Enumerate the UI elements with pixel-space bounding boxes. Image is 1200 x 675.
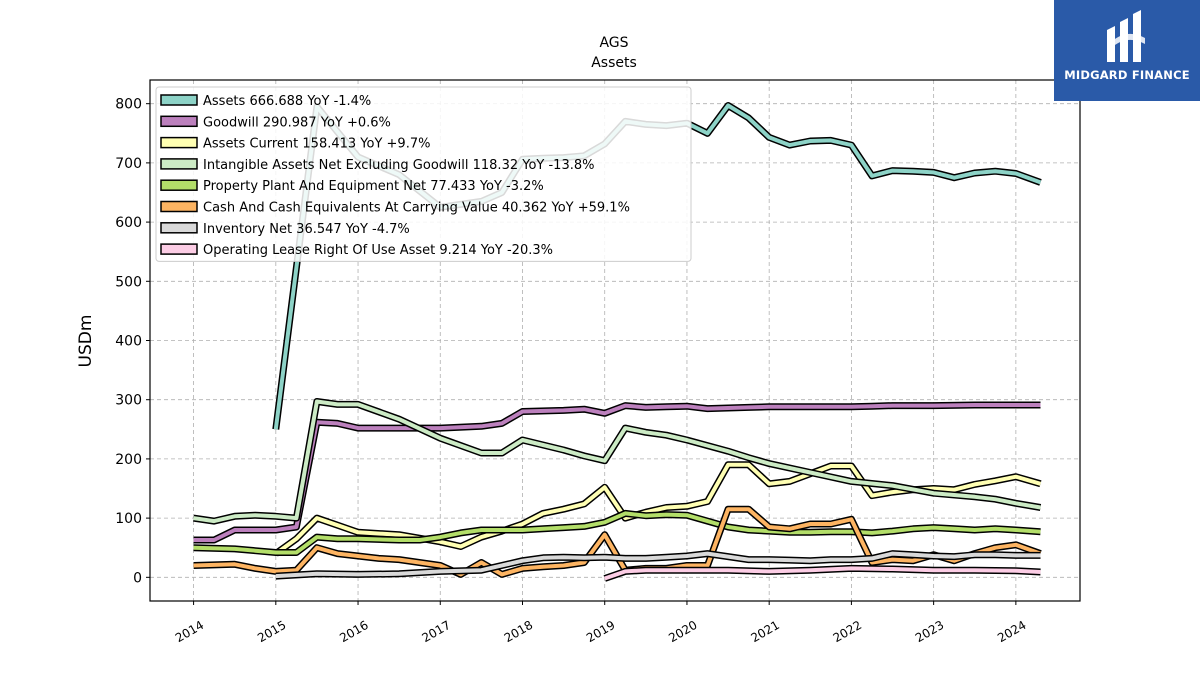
legend: Assets 666.688 YoY -1.4% Goodwill 290.987…	[155, 86, 692, 262]
y-axis-label: USDm	[76, 315, 96, 368]
y-tick-label: 800	[115, 97, 142, 113]
y-tick-label: 700	[115, 156, 142, 172]
legend-label: Operating Lease Right Of Use Asset 9.214…	[203, 243, 553, 258]
y-tick-label: 300	[115, 393, 142, 409]
x-tick-label: 2023	[913, 618, 946, 645]
legend-swatch	[160, 94, 198, 106]
y-tick-label: 500	[115, 274, 142, 290]
x-tick-label: 2022	[831, 618, 864, 645]
x-tick-label: 2014	[173, 618, 206, 645]
series-line	[275, 550, 1041, 580]
legend-label: Intangible Assets Net Excluding Goodwill…	[203, 158, 594, 173]
series-line	[603, 564, 1041, 582]
x-tick-label: 2019	[584, 618, 617, 645]
x-tick-label: 2021	[748, 618, 781, 645]
y-tick-label: 0	[133, 570, 142, 586]
series-lines	[193, 102, 1042, 582]
y-tick-label: 100	[115, 511, 142, 527]
x-tick-label: 2017	[420, 618, 453, 645]
brand-logo: MIDGARD FINANCE	[1054, 0, 1200, 101]
legend-label: Assets 666.688 YoY -1.4%	[203, 94, 371, 109]
legend-label: Goodwill 290.987 YoY +0.6%	[203, 115, 391, 130]
legend-swatch	[160, 200, 198, 213]
y-tick-label: 600	[115, 215, 142, 231]
chart-title: AGS	[599, 35, 628, 51]
legend-swatch	[160, 115, 198, 128]
x-tick-label: 2016	[337, 618, 370, 645]
x-tick-label: 2020	[666, 618, 699, 645]
legend-swatch	[160, 136, 198, 149]
legend-box	[155, 86, 692, 262]
y-tick-label: 200	[115, 452, 142, 468]
y-tick-label: 400	[115, 334, 142, 350]
legend-label: Cash And Cash Equivalents At Carrying Va…	[203, 201, 630, 216]
chart-subtitle: Assets	[591, 55, 637, 71]
legend-swatch	[160, 179, 198, 191]
series-line-stroke	[275, 551, 1041, 579]
logo-mark-icon	[1107, 10, 1145, 62]
series-line-stroke	[604, 566, 1041, 581]
legend-label: Assets Current 158.413 YoY +9.7%	[203, 137, 430, 152]
legend-label: Inventory Net 36.547 YoY -4.7%	[203, 222, 410, 237]
legend-swatch	[160, 243, 198, 255]
x-tick-label: 2018	[502, 618, 535, 645]
legend-swatch	[160, 222, 198, 234]
series-line-stroke	[193, 511, 1041, 555]
series-line-stroke	[193, 399, 1041, 524]
series-line	[193, 398, 1042, 525]
x-tick-label: 2024	[995, 618, 1028, 645]
legend-label: Property Plant And Equipment Net 77.433 …	[203, 179, 544, 194]
x-tick-label: 2015	[255, 618, 288, 645]
series-line	[193, 509, 1041, 556]
logo-text: MIDGARD FINANCE	[1064, 68, 1190, 82]
legend-swatch	[160, 158, 198, 170]
